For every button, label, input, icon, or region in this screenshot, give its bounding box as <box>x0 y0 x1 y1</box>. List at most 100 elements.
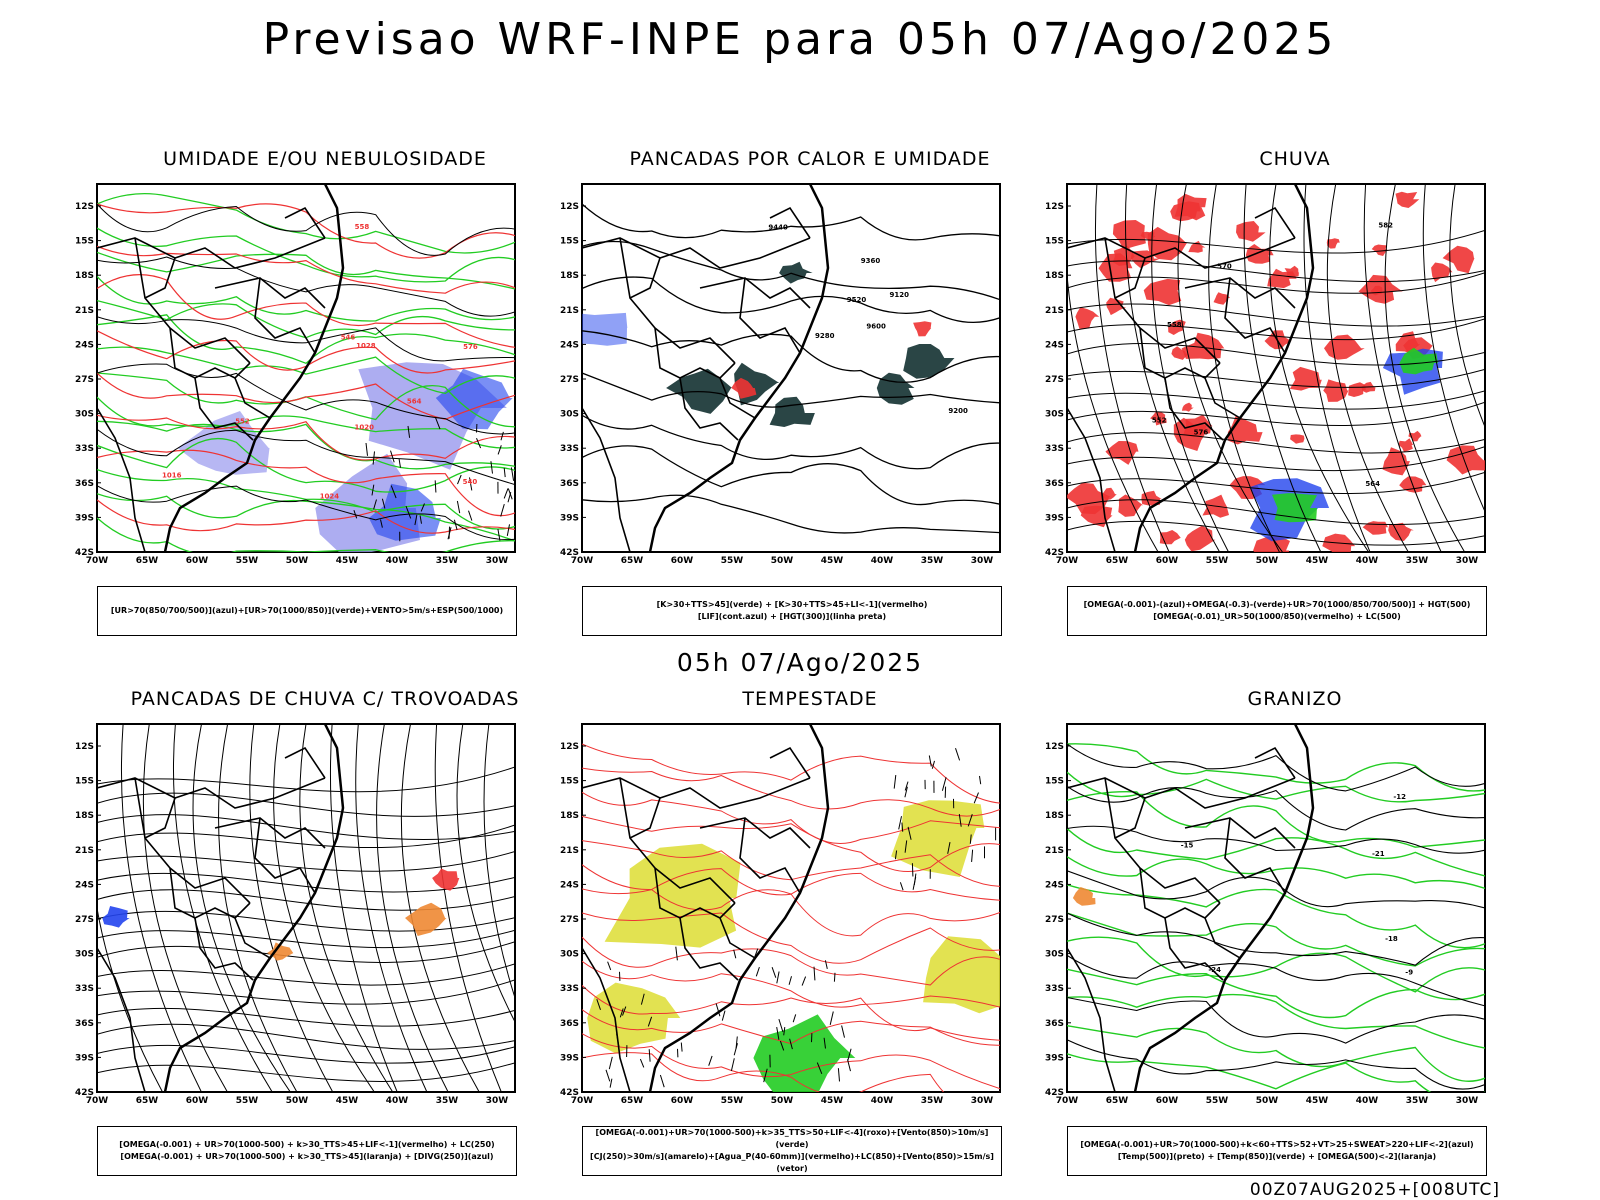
wind-arrow <box>405 505 412 519</box>
rain-area <box>1183 414 1213 438</box>
state-border <box>619 777 736 904</box>
wind-arrow <box>373 499 377 510</box>
streamline <box>97 1044 515 1064</box>
wind-arrow <box>969 834 972 844</box>
lat-tick-label: 15S <box>1045 777 1064 787</box>
lat-tick-label: 21S <box>560 846 579 856</box>
state-border <box>254 277 316 354</box>
rain-area <box>1181 402 1194 412</box>
contour-line <box>97 485 515 541</box>
panel-title: GRANIZO <box>1247 688 1343 710</box>
wind-arrow <box>497 445 502 455</box>
convection-area <box>903 344 955 379</box>
shower-area <box>405 902 447 936</box>
lat-tick-label: 18S <box>560 811 579 821</box>
state-border <box>1164 377 1224 441</box>
streamline <box>97 1007 515 1027</box>
contour-line <box>97 316 515 362</box>
wind-arrow <box>434 480 437 493</box>
lat-tick-label: 36S <box>560 479 579 489</box>
streamline <box>173 724 273 1092</box>
streamline <box>1422 184 1485 513</box>
rain-area <box>1075 307 1100 329</box>
lon-tick-label: 70W <box>1056 556 1079 566</box>
legend-line: [OMEGA(-0.001)-(azul)+OMEGA(-0.3)-(verde… <box>1083 600 1471 609</box>
streamline <box>1094 184 1170 552</box>
contour-line <box>1067 968 1485 1019</box>
contour-label: 9280 <box>815 332 835 340</box>
state-border <box>194 917 254 981</box>
country-border <box>1067 407 1116 552</box>
streamline <box>97 963 515 986</box>
contour-label: -9 <box>1405 968 1413 976</box>
streamline <box>121 724 202 1092</box>
wind-arrow <box>434 417 441 430</box>
streamline <box>355 724 428 1092</box>
wind-arrow <box>469 477 473 491</box>
lon-tick-label: 30W <box>1456 556 1479 566</box>
wind-arrow <box>931 760 935 769</box>
wind-arrow <box>847 1059 851 1072</box>
wind-arrow <box>967 814 973 827</box>
lat-tick-label: 24S <box>560 880 579 890</box>
contour-line <box>1067 996 1485 1044</box>
run-info-footer: 00Z07AUG2025+[008UTC] <box>1249 1180 1500 1200</box>
state-border <box>1139 327 1221 379</box>
divergence-area <box>102 906 130 928</box>
wind-arrow <box>605 1069 611 1082</box>
wind-arrow <box>380 519 383 528</box>
wind-arrow <box>398 459 401 468</box>
lat-tick-label: 30S <box>560 410 579 420</box>
map-content <box>582 724 1000 1092</box>
lon-tick-label: 65W <box>621 1096 644 1106</box>
rain-area <box>1408 430 1422 442</box>
state-border <box>214 817 326 849</box>
wind-arrow <box>609 1078 613 1088</box>
wind-arrow <box>457 474 462 485</box>
lat-tick-label: 27S <box>1045 375 1064 385</box>
wind-arrow <box>639 1058 645 1068</box>
map-content: 1020 1016 1024 1028 576 564 558 552 546 540 <box>97 184 515 552</box>
contour-labels: -9 -12 -15 -18 -21 -24 <box>1181 793 1414 977</box>
streamline <box>1067 368 1485 388</box>
shower-area <box>267 942 294 961</box>
lon-tick-label: 50W <box>286 1096 309 1106</box>
panel-legend: [OMEGA(-0.001)+UR>70(1000-500)+k>35_TTS>… <box>582 1126 1002 1176</box>
lon-tick-label: 35W <box>921 1096 944 1106</box>
lat-tick-label: 39S <box>560 513 579 523</box>
wind-arrow <box>813 966 816 981</box>
contour-line <box>97 227 515 283</box>
wind-arrow <box>708 1055 713 1066</box>
coastline-group <box>1067 184 1315 552</box>
wind-arrow <box>894 850 898 860</box>
lat-tick-label: 21S <box>1045 846 1064 856</box>
contour-line <box>582 840 1000 887</box>
contour-line <box>1067 1039 1485 1090</box>
height-300-contours <box>582 203 1000 534</box>
coastline <box>1133 724 1315 1092</box>
lon-tick-label: 35W <box>1406 1096 1429 1106</box>
wind-arrow <box>776 971 780 984</box>
state-border <box>629 797 661 839</box>
wind-arrow <box>824 960 828 970</box>
lat-tick-label: 30S <box>75 950 94 960</box>
legend-line: [OMEGA(-0.001) + UR>70(1000-500) + k>30_… <box>120 1152 494 1161</box>
coastline <box>1133 184 1315 552</box>
upper-humidity-area <box>177 411 270 475</box>
streamline <box>1067 432 1485 454</box>
lat-tick-label: 36S <box>560 1019 579 1029</box>
streamline <box>483 724 515 1000</box>
rain-area <box>1326 238 1340 249</box>
lat-tick-label: 15S <box>560 237 579 247</box>
lon-tick-label: 40W <box>1356 556 1379 566</box>
lat-tick-label: 27S <box>1045 915 1064 925</box>
low-level-streamlines <box>582 743 1000 1092</box>
rain-area <box>1105 441 1139 465</box>
rain-area <box>1184 525 1216 552</box>
contour-line <box>97 203 515 259</box>
contour-line <box>97 192 515 254</box>
state-border <box>1224 277 1286 354</box>
wind-arrow <box>778 1018 784 1033</box>
coastline-group <box>582 184 830 552</box>
